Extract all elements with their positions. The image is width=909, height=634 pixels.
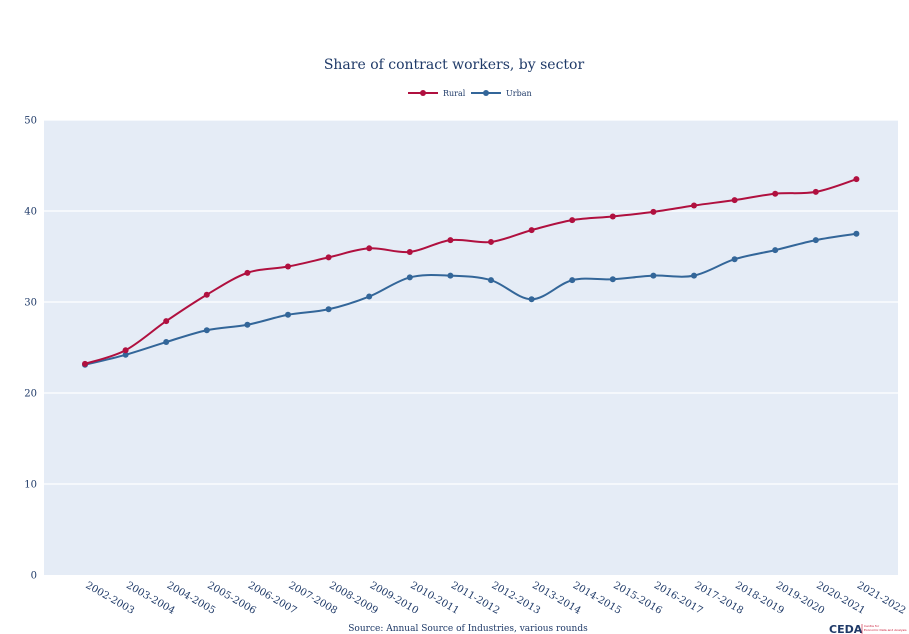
data-point-rural: [853, 176, 860, 183]
data-point-rural: [447, 237, 454, 244]
data-point-urban: [488, 277, 494, 284]
data-point-urban: [772, 247, 779, 254]
data-point-rural: [366, 245, 373, 252]
gridlines: [44, 119, 898, 485]
data-point-rural: [406, 248, 413, 255]
series-group: [82, 176, 860, 368]
legend-item-urban[interactable]: Urban: [506, 89, 532, 98]
data-point-urban: [569, 277, 576, 284]
logo-wordmark: CEDA: [829, 623, 863, 634]
data-point-rural: [285, 263, 291, 270]
legend-item-rural[interactable]: Rural: [443, 89, 466, 98]
y-tick-label: 0: [31, 571, 37, 582]
data-point-urban: [406, 274, 413, 281]
data-point-rural: [528, 227, 535, 234]
data-point-urban: [285, 311, 291, 318]
data-point-rural: [609, 213, 616, 220]
data-point-urban: [366, 293, 373, 300]
x-axis: 2002-20032003-20042004-20052005-20062006…: [84, 580, 908, 617]
data-point-rural: [650, 208, 657, 215]
y-tick-label: 40: [24, 207, 37, 218]
series-urban: [82, 230, 860, 368]
data-point-urban: [812, 237, 819, 244]
legend-swatch-marker: [483, 90, 489, 96]
series-rural: [82, 176, 860, 367]
data-point-urban: [122, 351, 129, 358]
y-axis: 0 10 20 30 40 50: [24, 116, 37, 582]
data-point-urban: [447, 272, 454, 279]
chart-title: Share of contract workers, by sector: [324, 57, 585, 73]
data-point-urban: [244, 321, 251, 328]
data-point-rural: [203, 291, 210, 298]
data-point-urban: [163, 339, 170, 346]
data-point-urban: [731, 256, 738, 263]
source-note: Source: Annual Source of Industries, var…: [348, 624, 588, 634]
data-point-rural: [82, 360, 88, 367]
legend-swatch-marker: [420, 90, 426, 96]
data-point-urban: [853, 230, 860, 237]
data-point-urban: [203, 327, 210, 334]
data-point-rural: [244, 269, 251, 276]
legend: Rural Urban: [408, 89, 532, 98]
data-point-rural: [812, 188, 819, 195]
data-point-urban: [650, 272, 657, 279]
series-line-rural: [84, 178, 857, 365]
data-point-rural: [122, 347, 129, 354]
data-point-rural: [569, 217, 576, 224]
data-point-urban: [528, 296, 535, 303]
data-point-urban: [691, 272, 697, 279]
logo-subtitle: Economic Data and Analysis: [864, 628, 907, 632]
data-point-rural: [731, 197, 738, 204]
series-line-urban: [84, 232, 857, 366]
data-point-rural: [163, 318, 170, 325]
data-point-rural: [325, 254, 332, 261]
y-tick-label: 50: [24, 116, 37, 127]
data-point-urban: [325, 306, 332, 313]
data-point-rural: [691, 202, 697, 209]
y-tick-label: 20: [24, 389, 37, 400]
data-point-rural: [488, 238, 494, 245]
logo-subtitle: Centre for: [864, 624, 880, 628]
data-point-urban: [609, 276, 616, 283]
y-tick-label: 10: [24, 480, 37, 491]
plot-area: [44, 120, 898, 575]
y-tick-label: 30: [24, 298, 37, 309]
data-point-rural: [772, 190, 779, 197]
